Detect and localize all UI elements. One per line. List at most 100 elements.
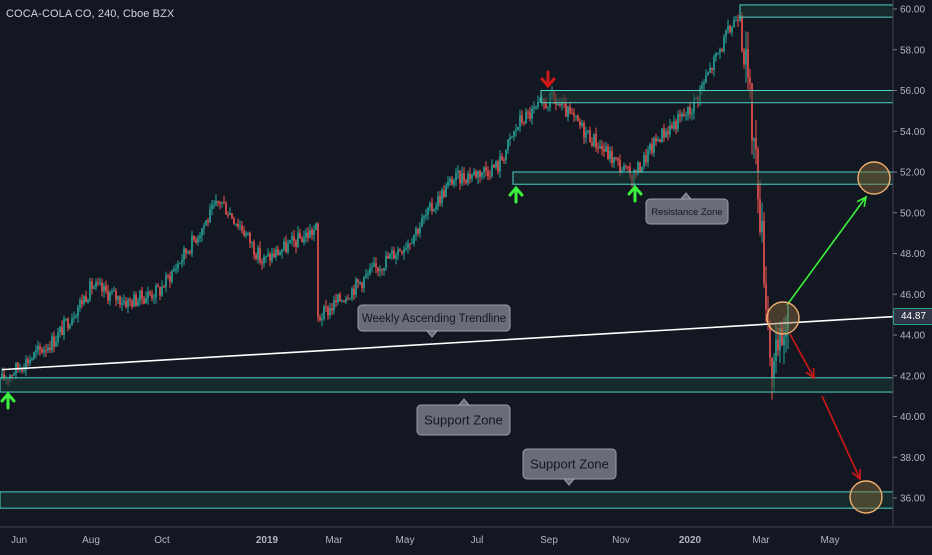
trendline[interactable]: [1, 315, 894, 371]
callout-text: Resistance Zone: [651, 207, 722, 218]
candle-body: [375, 263, 377, 268]
candle-body: [681, 113, 683, 117]
candle-body: [561, 101, 563, 106]
candle-body: [717, 53, 719, 55]
candle-body: [723, 36, 725, 52]
candle-body: [737, 20, 739, 22]
candle-body: [431, 203, 433, 212]
projection-line: [789, 333, 815, 379]
candle-body: [525, 111, 527, 124]
callout-text: Weekly Ascending Trendline: [362, 313, 506, 325]
candle-body: [185, 248, 187, 254]
candle-body: [233, 218, 235, 225]
candle-body: [659, 139, 661, 143]
candle-body: [341, 300, 343, 302]
candle-body: [221, 202, 223, 204]
candle-body: [41, 349, 43, 353]
time-axis-bg: [0, 527, 932, 550]
candle-body: [459, 170, 461, 184]
candle-body: [95, 282, 97, 288]
candle-body: [477, 170, 479, 178]
green-arrow-icon: [0, 391, 16, 410]
candle-body: [775, 339, 777, 361]
candle-body: [331, 308, 333, 311]
price-tick-label: 36.00: [900, 494, 925, 505]
candle-body: [145, 298, 147, 304]
candle-body: [385, 255, 387, 269]
candle-body: [607, 146, 609, 159]
highlight-circle: [857, 161, 891, 195]
candle-body: [709, 67, 711, 73]
candle-body: [693, 98, 695, 113]
price-axis[interactable]: 60.00 58.00 56.00 54.00 52.00 50.00 48.00 46.00…: [892, 0, 932, 527]
callout[interactable]: Resistance Zone: [645, 192, 729, 225]
candle-body: [247, 232, 249, 234]
candle-body: [283, 241, 285, 251]
candle-body: [281, 250, 283, 253]
candle-body: [171, 271, 173, 282]
callout[interactable]: Support Zone: [416, 398, 511, 436]
candle-body: [199, 235, 201, 239]
zone-box[interactable]: [0, 377, 894, 393]
candle-body: [599, 146, 601, 149]
candle-body: [23, 370, 25, 372]
candle-body: [87, 299, 89, 303]
candle-body: [397, 249, 399, 256]
candle-body: [623, 165, 625, 171]
candle-body: [629, 166, 631, 176]
projection-head: [805, 367, 815, 380]
candle-body: [137, 300, 139, 306]
candle-body: [613, 157, 615, 164]
candle-body: [97, 282, 99, 284]
arrow-head: [540, 77, 556, 89]
price-tick-label: 50.00: [900, 208, 925, 219]
candle-body: [149, 291, 151, 295]
time-axis[interactable]: Jun Aug Oct 2019 Mar May Jul Sep Nov 2020 Mar May: [0, 526, 932, 550]
candle-body: [243, 230, 245, 236]
candle-body: [567, 106, 569, 117]
zone-box[interactable]: [0, 491, 894, 509]
price-tick-label: 52.00: [900, 168, 925, 179]
candle-body: [345, 298, 347, 303]
candle-body: [509, 137, 511, 140]
candle-body: [759, 199, 761, 233]
candle-body: [469, 174, 471, 179]
candle-body: [533, 106, 535, 109]
candle-body: [783, 336, 785, 345]
candle-body: [309, 230, 311, 238]
candle-body: [665, 131, 667, 138]
callout[interactable]: Weekly Ascending Trendline: [357, 304, 511, 338]
candle-body: [497, 161, 499, 172]
candle-body: [679, 114, 681, 117]
zone-box[interactable]: [540, 90, 894, 104]
candle-body: [777, 339, 779, 351]
candle-body: [277, 249, 279, 256]
projection-line: [821, 395, 861, 480]
candle-body: [201, 228, 203, 236]
zone-box[interactable]: [512, 171, 894, 185]
candle-body: [527, 111, 529, 113]
candle-body: [17, 363, 19, 369]
candle-body: [81, 300, 83, 304]
candle-body: [125, 301, 127, 308]
candle-body: [473, 171, 475, 175]
candle-body: [761, 220, 763, 233]
candle-body: [441, 190, 443, 204]
zone-box[interactable]: [739, 4, 894, 18]
candle-body: [89, 281, 91, 300]
candle-body: [183, 248, 185, 261]
candle-body: [707, 72, 709, 76]
candle-body: [343, 300, 345, 303]
callout[interactable]: Support Zone: [522, 448, 617, 486]
callout-pointer: [457, 398, 471, 406]
candle-body: [581, 122, 583, 126]
candle-body: [401, 251, 403, 254]
candle-body: [517, 127, 519, 131]
candle-body: [595, 134, 597, 148]
candle-body: [261, 261, 263, 264]
candle-body: [141, 290, 143, 299]
candle-body: [305, 232, 307, 238]
candle-body: [11, 375, 13, 377]
